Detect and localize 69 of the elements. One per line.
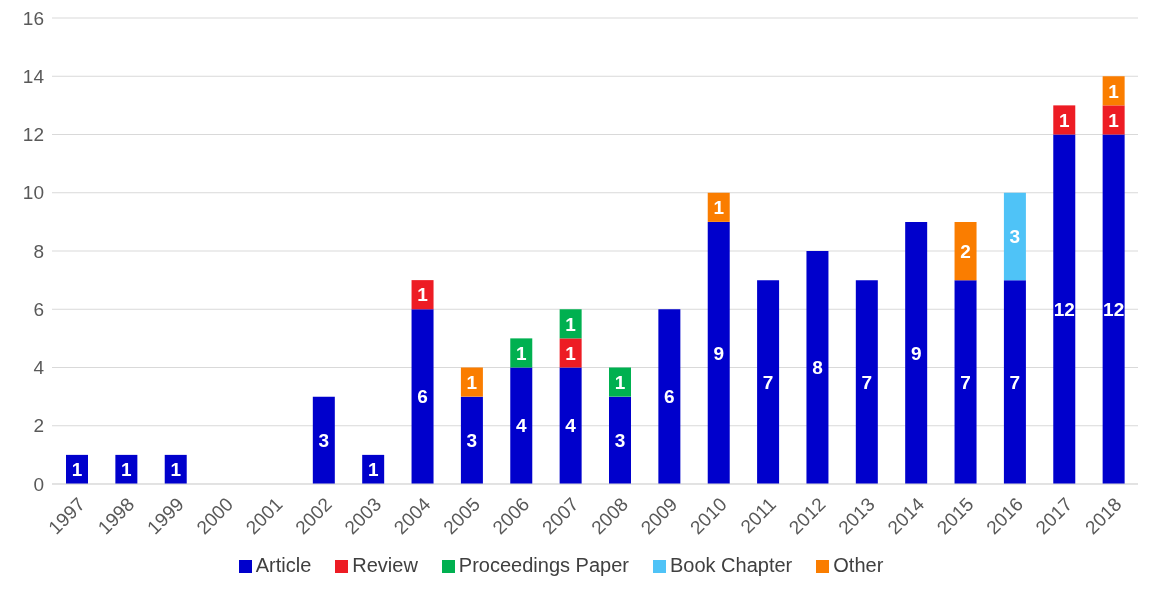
legend-label: Other: [833, 554, 884, 576]
data-label: 1: [466, 371, 478, 393]
legend-label: Review: [352, 554, 418, 576]
y-tick-label: 2: [33, 415, 44, 437]
legend-label: Proceedings Paper: [458, 554, 629, 576]
data-label: 1: [170, 459, 182, 481]
bar: [905, 221, 928, 484]
data-label: 1: [1108, 109, 1120, 131]
data-label: 4: [515, 415, 527, 437]
y-tick-label: 8: [33, 240, 44, 262]
bar: [954, 221, 977, 281]
bar: [757, 280, 780, 484]
data-label: 7: [1009, 371, 1021, 393]
bar: [510, 367, 533, 484]
data-label: 9: [910, 342, 922, 364]
y-tick-label: 14: [22, 66, 45, 87]
y-tick-label: 0: [33, 473, 44, 495]
data-label: 1: [71, 459, 83, 481]
bar: [954, 280, 977, 484]
data-label: 1: [367, 459, 379, 481]
bar: [1053, 105, 1076, 135]
data-label: 7: [861, 371, 873, 393]
data-label: 1: [1108, 80, 1120, 102]
data-label: 12: [1053, 298, 1075, 320]
bar: [609, 396, 631, 484]
data-label: 3: [318, 430, 330, 452]
data-label: 1: [1058, 109, 1070, 131]
data-label: 1: [121, 459, 133, 481]
data-label: 1: [565, 313, 577, 335]
data-label: 1: [417, 284, 429, 306]
data-label: 9: [713, 342, 725, 364]
bar: [312, 396, 335, 484]
y-tick-label: 16: [22, 7, 44, 29]
bar: [609, 367, 631, 397]
bar: [855, 280, 878, 484]
bar: [1003, 280, 1026, 484]
data-label: 4: [565, 415, 577, 437]
data-label: 2: [960, 240, 971, 262]
data-label: 12: [1103, 298, 1125, 320]
bar: [707, 221, 730, 484]
bar: [559, 338, 582, 368]
data-label: 6: [417, 386, 428, 408]
data-label: 3: [614, 430, 626, 452]
y-tick-label: 4: [33, 357, 45, 379]
bar: [460, 396, 483, 484]
data-label: 1: [565, 342, 577, 364]
bar: [510, 338, 533, 368]
bar: [806, 251, 829, 484]
bar: [658, 309, 681, 484]
bar: [1102, 105, 1125, 135]
data-label: 1: [614, 371, 626, 393]
legend-label: Article: [255, 554, 312, 576]
y-tick-label: 6: [33, 298, 44, 320]
data-label: 7: [762, 371, 774, 393]
bar: [1102, 134, 1125, 484]
data-label: 1: [713, 197, 725, 219]
y-tick-label: 10: [22, 182, 44, 204]
bar: [1053, 134, 1076, 484]
y-tick-label: 12: [22, 124, 44, 146]
bar: [411, 309, 434, 484]
data-label: 3: [1009, 226, 1021, 248]
data-label: 1: [515, 342, 527, 364]
data-label: 3: [466, 430, 478, 452]
legend-label: Book Chapter: [669, 554, 793, 576]
bar: [1003, 192, 1026, 281]
data-label: 8: [812, 357, 823, 379]
bar: [559, 367, 582, 484]
data-label: 6: [664, 386, 675, 408]
data-label: 7: [960, 371, 971, 393]
